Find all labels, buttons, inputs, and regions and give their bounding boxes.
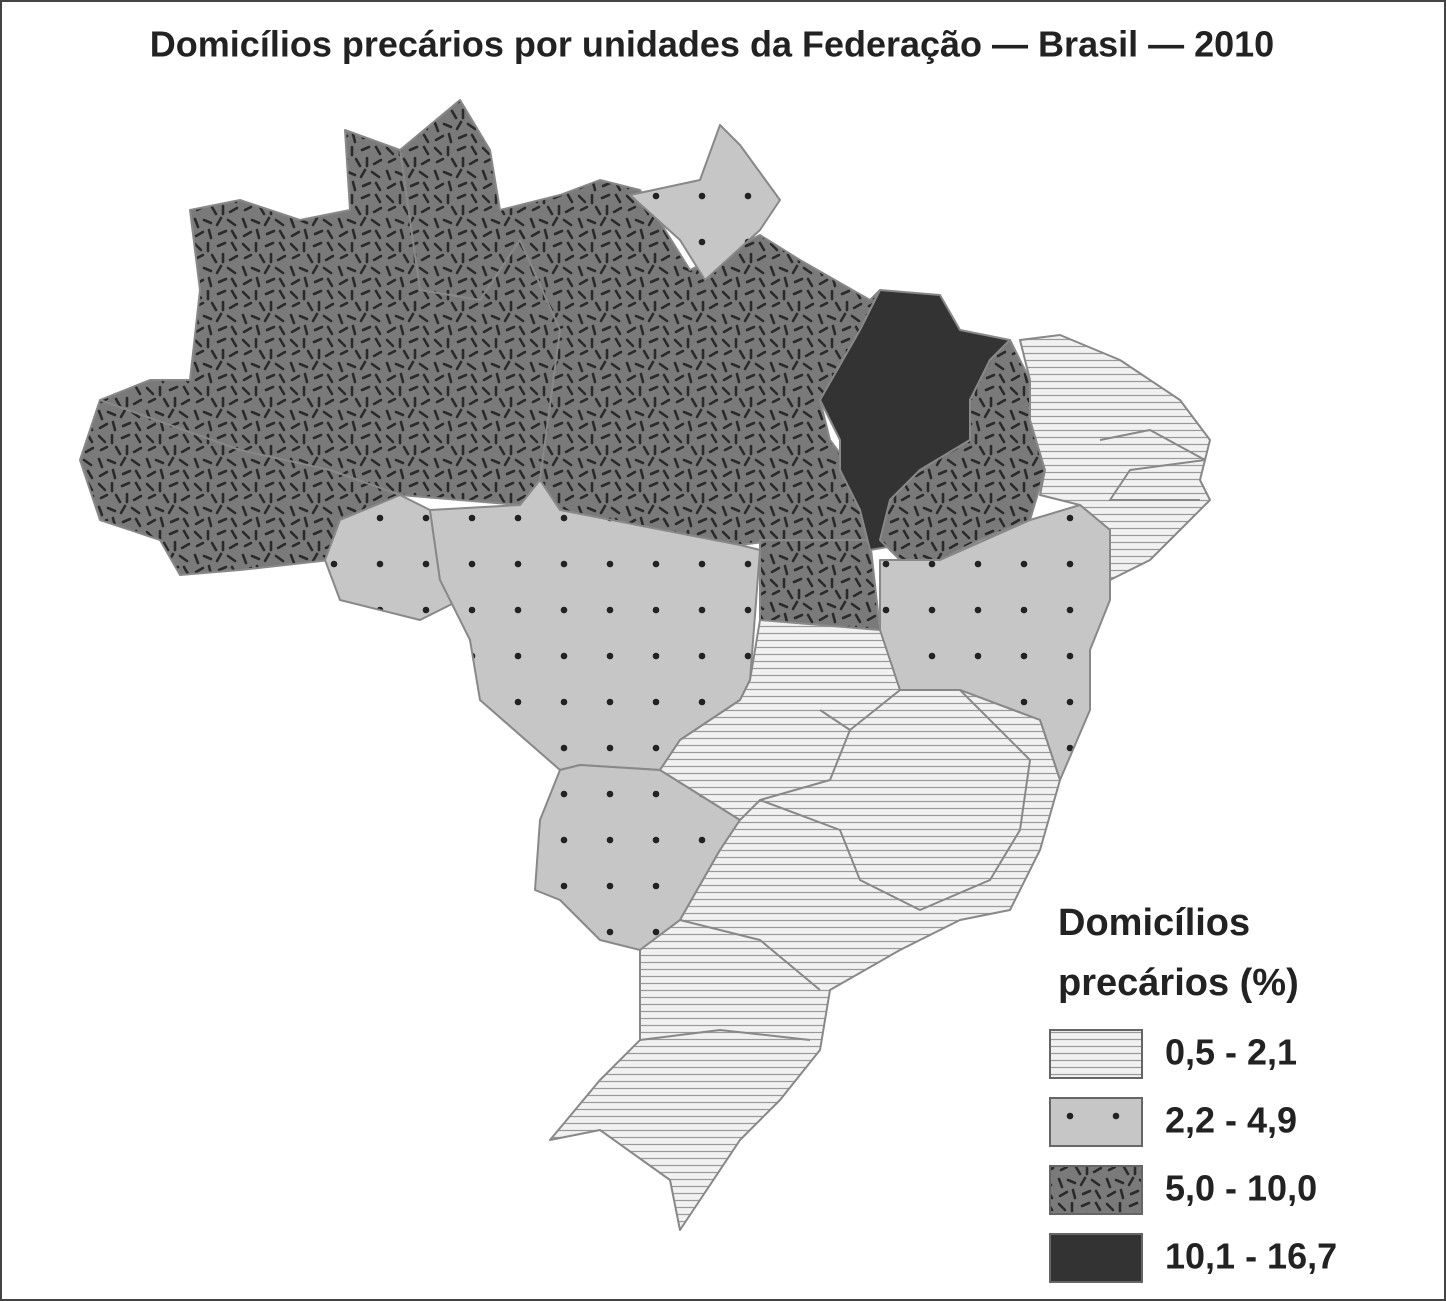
legend-items: 0,5 - 2,1 2,2 - 4,9 5,0 - 10,0 10,1 - 16,7 [1049, 1029, 1337, 1283]
legend-swatch [1049, 1097, 1143, 1147]
legend-label: 5,0 - 10,0 [1165, 1168, 1317, 1209]
legend-label: 0,5 - 2,1 [1165, 1032, 1297, 1073]
region-amapa [629, 124, 781, 281]
state-border [759, 689, 1031, 911]
legend-label: 10,1 - 16,7 [1165, 1236, 1337, 1277]
map-title: Domicílios precários por unidades da Fed… [150, 24, 1274, 65]
legend-swatch [1049, 1165, 1143, 1215]
state-border [739, 709, 851, 821]
state-border [1099, 429, 1206, 501]
state-border [399, 149, 561, 481]
legend-label: 2,2 - 4,9 [1165, 1100, 1297, 1141]
region-northeast-coast [1019, 334, 1211, 581]
legend-swatch [1049, 1029, 1143, 1079]
state-border [679, 919, 821, 991]
legend-swatch [1049, 1233, 1143, 1283]
brazil-map [79, 99, 1211, 1231]
legend-title: precários (%) [1058, 962, 1299, 1004]
region-southeast-south [549, 619, 1061, 1231]
state-border [639, 1029, 811, 1041]
legend-title: Domicílios [1058, 902, 1250, 944]
legend: Domicílios precários (%) 0,5 - 2,1 2,2 - … [1049, 902, 1337, 1283]
state-border [99, 399, 401, 496]
